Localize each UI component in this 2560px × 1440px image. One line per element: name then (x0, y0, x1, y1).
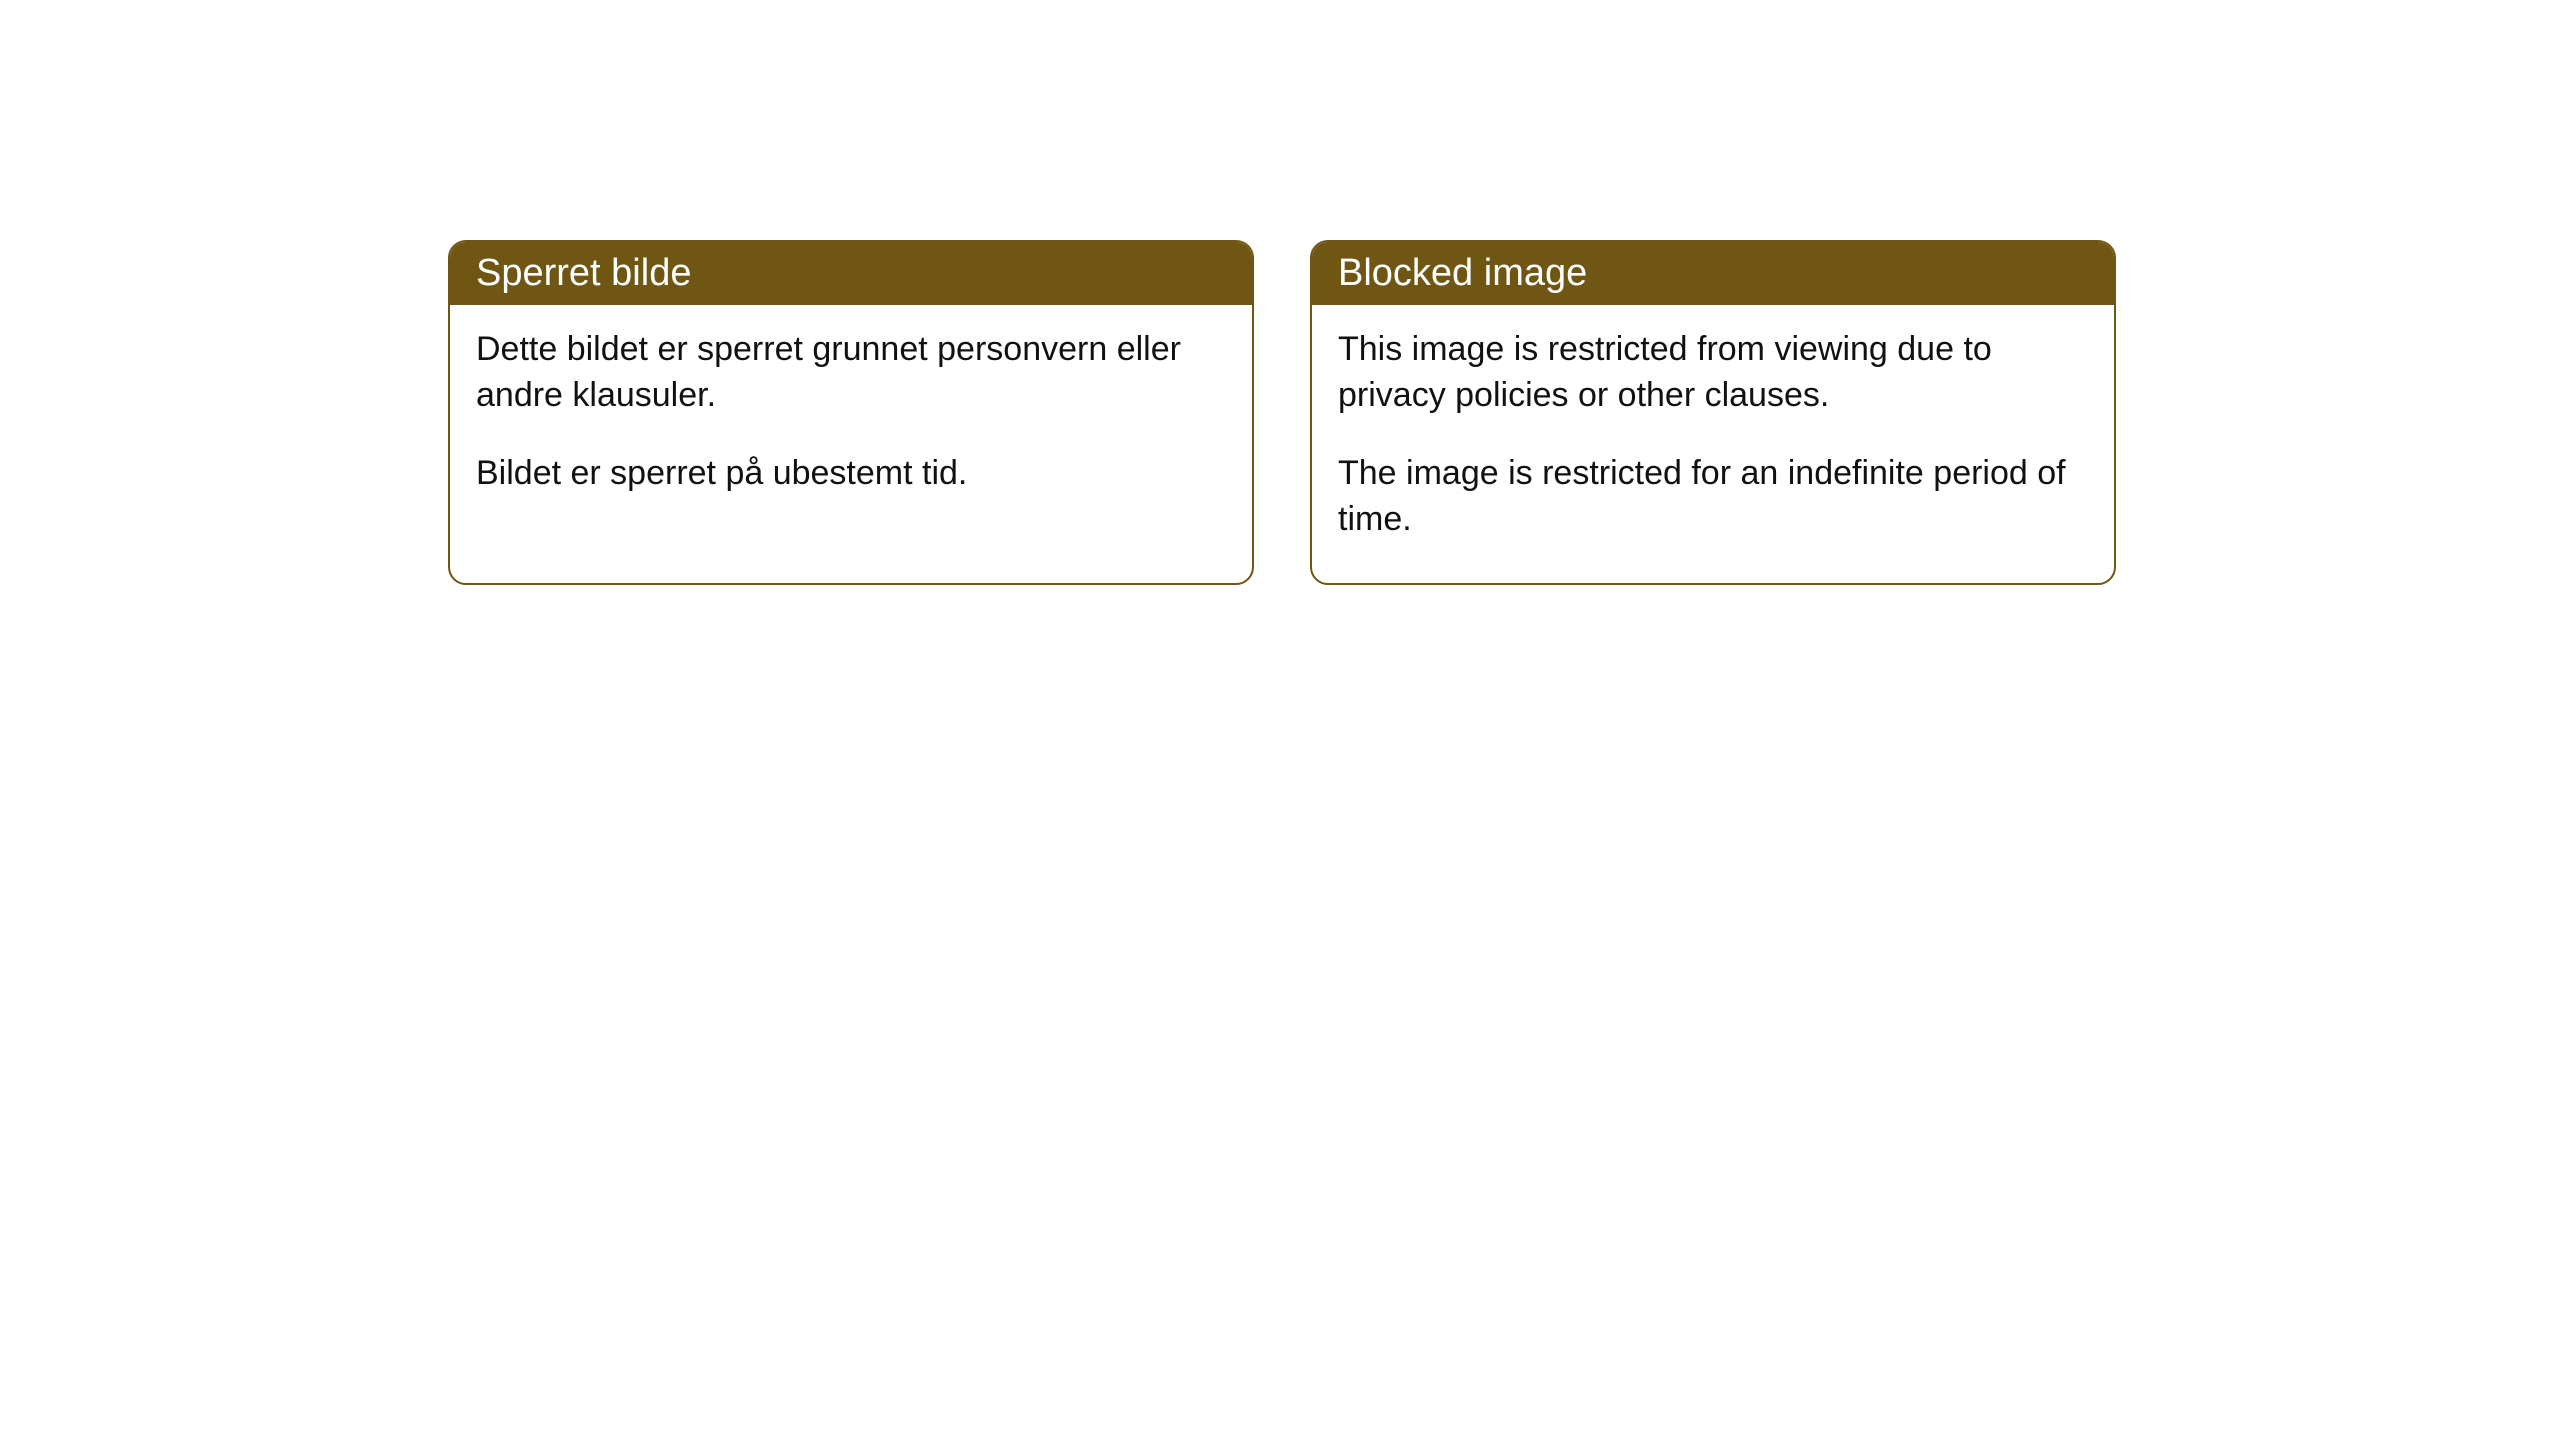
card-body-english: This image is restricted from viewing du… (1312, 305, 2114, 583)
blocked-image-card-english: Blocked image This image is restricted f… (1310, 240, 2116, 585)
cards-container: Sperret bilde Dette bildet er sperret gr… (448, 240, 2116, 585)
card-title: Sperret bilde (476, 252, 691, 294)
card-header-norwegian: Sperret bilde (450, 242, 1252, 305)
card-paragraph-2: Bildet er sperret på ubestemt tid. (476, 451, 1226, 497)
card-body-norwegian: Dette bildet er sperret grunnet personve… (450, 305, 1252, 537)
card-paragraph-2: The image is restricted for an indefinit… (1338, 451, 2088, 543)
blocked-image-card-norwegian: Sperret bilde Dette bildet er sperret gr… (448, 240, 1254, 585)
card-paragraph-1: This image is restricted from viewing du… (1338, 327, 2088, 419)
card-title: Blocked image (1338, 252, 1587, 294)
card-paragraph-1: Dette bildet er sperret grunnet personve… (476, 327, 1226, 419)
card-header-english: Blocked image (1312, 242, 2114, 305)
